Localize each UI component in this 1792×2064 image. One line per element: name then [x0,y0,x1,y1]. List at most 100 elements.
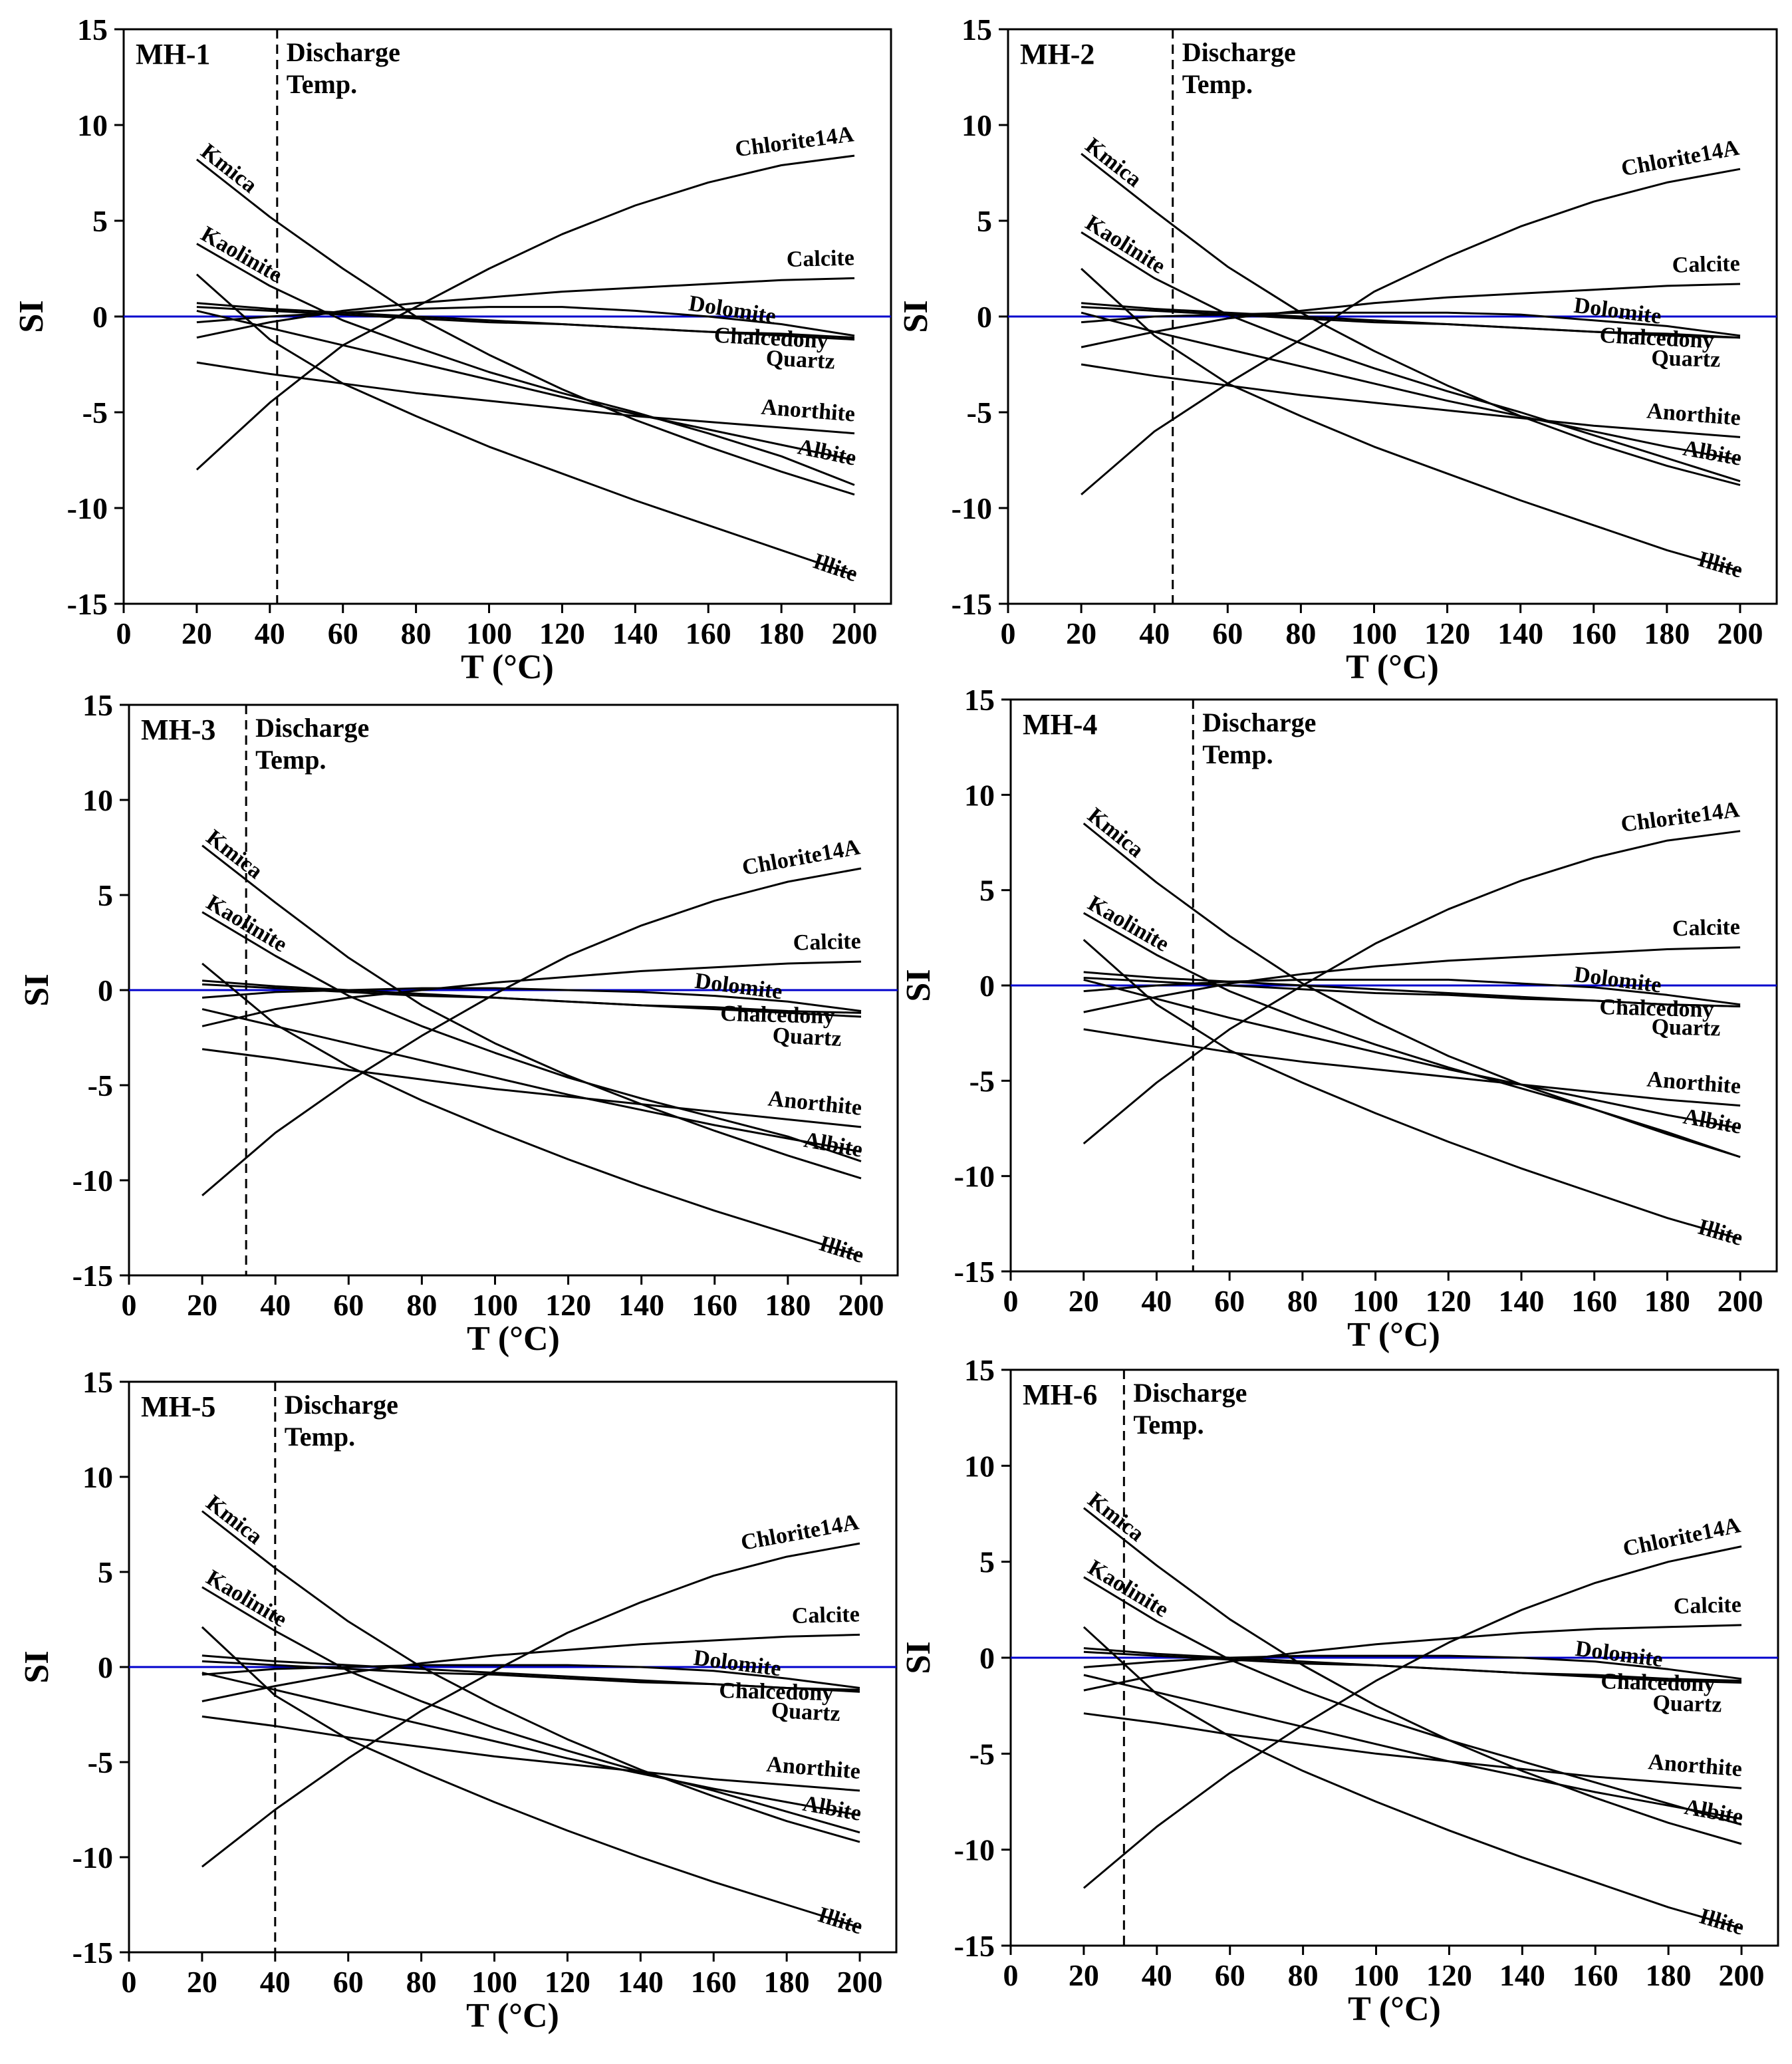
y-tick-label: -5 [969,1737,995,1771]
x-tick-label: 200 [1717,616,1763,650]
x-tick-label: 100 [471,1965,517,1999]
x-tick-label: 120 [1426,1284,1472,1318]
x-tick-label: 80 [406,1288,437,1322]
x-tick-label: 100 [466,616,512,650]
series-label-kmica: Kmica [1083,803,1148,862]
series-label-chlorite14a: Chlorite14A [1619,797,1741,837]
series-line-quartz [196,302,855,341]
series-label-chlorite14a: Chlorite14A [740,835,862,880]
x-tick-label: 160 [1571,1284,1617,1318]
series-label-illite: Illite [1695,547,1745,582]
series-label-quartz: Quartz [765,346,836,374]
series-label-chlorite14a: Chlorite14A [1620,1513,1743,1561]
series-line-quartz [1081,302,1741,339]
x-tick-label: 40 [1139,616,1170,650]
series-label-illite: Illite [1697,1904,1747,1940]
series-line-dolomite [1083,1654,1742,1680]
series-line-illite [201,1626,860,1929]
x-tick-label: 60 [333,1965,364,1999]
x-tick-label: 120 [545,1965,590,1999]
chart-panel-mh-2: 0 20 40 60 80 100 120 140 160 180 200 -15 -10 -5 0 5 10 1… [897,13,1778,686]
y-tick-label: -10 [67,491,108,525]
y-tick-label: -10 [952,491,992,525]
series-line-kaolinite [196,243,855,486]
x-tick-label: 40 [255,616,285,650]
y-tick-label: -10 [72,1841,113,1874]
x-tick-label: 20 [187,1288,217,1322]
y-tick-label: 0 [979,1641,995,1675]
series-line-chlorite14a [1081,168,1741,495]
y-tick-label: -5 [82,396,108,430]
series-line-albite [1081,311,1741,461]
x-tick-label: 200 [1718,1284,1763,1318]
chart-panel-mh-6: 0 20 40 60 80 100 120 140 160 180 200 -15 -10 -5 0 5 10 1… [900,1353,1779,2028]
x-tick-label: 120 [539,616,585,650]
x-tick-label: 0 [1003,1958,1019,1992]
y-tick-label: 10 [961,108,992,142]
series-line-dolomite [1081,311,1741,337]
y-axis-title: SI [900,969,938,1001]
y-axis-title: SI [13,300,51,332]
x-tick-label: 80 [1288,1958,1319,1992]
series-line-kmica [1081,153,1741,486]
y-tick-label: -5 [969,1064,995,1098]
x-tick-label: 20 [1069,1958,1099,1992]
x-tick-label: 200 [832,616,878,650]
chart-panel-mh-5: 0 20 40 60 80 100 120 140 160 180 200 -15 -10 -5 0 5 10 1… [18,1365,898,2035]
x-tick-label: 160 [1571,616,1616,650]
panel-label: MH-1 [136,38,210,70]
series-line-calcite [1083,1624,1742,1692]
series-line-quartz [201,979,862,1018]
y-tick-label: -15 [72,1936,113,1970]
x-tick-label: 200 [838,1288,884,1322]
y-tick-label: 5 [979,1545,995,1579]
series-label-albite: Albite [801,1791,863,1826]
series-label-anorthite: Anorthite [1646,398,1741,430]
series-line-albite [1083,978,1741,1130]
series-label-chlorite14a: Chlorite14A [733,122,855,162]
series-line-illite [1081,267,1741,573]
series-line-chlorite14a [1083,830,1741,1145]
series-label-albite: Albite [802,1128,864,1162]
chart-panel-mh-3: 0 20 40 60 80 100 120 140 160 180 200 -15 -10 -5 0 5 10 1… [18,688,899,1358]
y-tick-label: 0 [98,1650,113,1684]
series-line-kaolinite [1083,1576,1742,1826]
y-axis-title: SI [18,1650,56,1683]
x-axis-title: T (°C) [1348,1990,1441,2028]
y-tick-label: -15 [67,587,108,621]
series-line-dolomite [196,306,855,337]
x-axis-title: T (°C) [467,1320,560,1358]
x-tick-label: 140 [618,1965,664,1999]
series-label-calcite: Calcite [791,1602,860,1628]
series-label-kmica: Kmica [1081,133,1146,192]
series-line-calcite [196,277,855,339]
x-tick-label: 40 [260,1288,291,1322]
x-tick-label: 120 [545,1288,591,1322]
x-tick-label: 60 [1215,1958,1245,1992]
panel-label: MH-5 [141,1390,215,1423]
x-tick-label: 160 [692,1288,737,1322]
series-label-kaolinite: Kaolinite [1081,211,1170,279]
series-line-chlorite14a [1083,1545,1742,1889]
series-label-kmica: Kmica [196,139,262,198]
series-label-quartz: Quartz [772,1023,842,1051]
y-tick-label: -5 [88,1745,113,1779]
discharge-label: Discharge [1202,708,1316,737]
series-label-quartz: Quartz [1651,346,1721,372]
series-line-kaolinite [1081,231,1741,483]
series-label-kaolinite: Kaolinite [197,221,287,287]
discharge-label: Discharge [285,1390,398,1420]
y-axis-title: SI [18,973,56,1006]
x-tick-label: 20 [187,1965,217,1999]
x-tick-label: 100 [1353,1958,1399,1992]
series-label-calcite: Calcite [1673,1593,1741,1619]
series-line-calcite [201,960,862,1027]
series-line-albite [196,309,855,461]
series-label-dolomite: Dolomite [692,1646,783,1682]
series-label-chalcedony: Chalcedony [713,323,829,354]
series-label-calcite: Calcite [1672,251,1740,278]
series-label-chlorite14a: Chlorite14A [739,1509,861,1555]
x-tick-label: 180 [764,1965,810,1999]
series-line-chlorite14a [195,154,855,471]
series-label-dolomite: Dolomite [1573,962,1663,998]
